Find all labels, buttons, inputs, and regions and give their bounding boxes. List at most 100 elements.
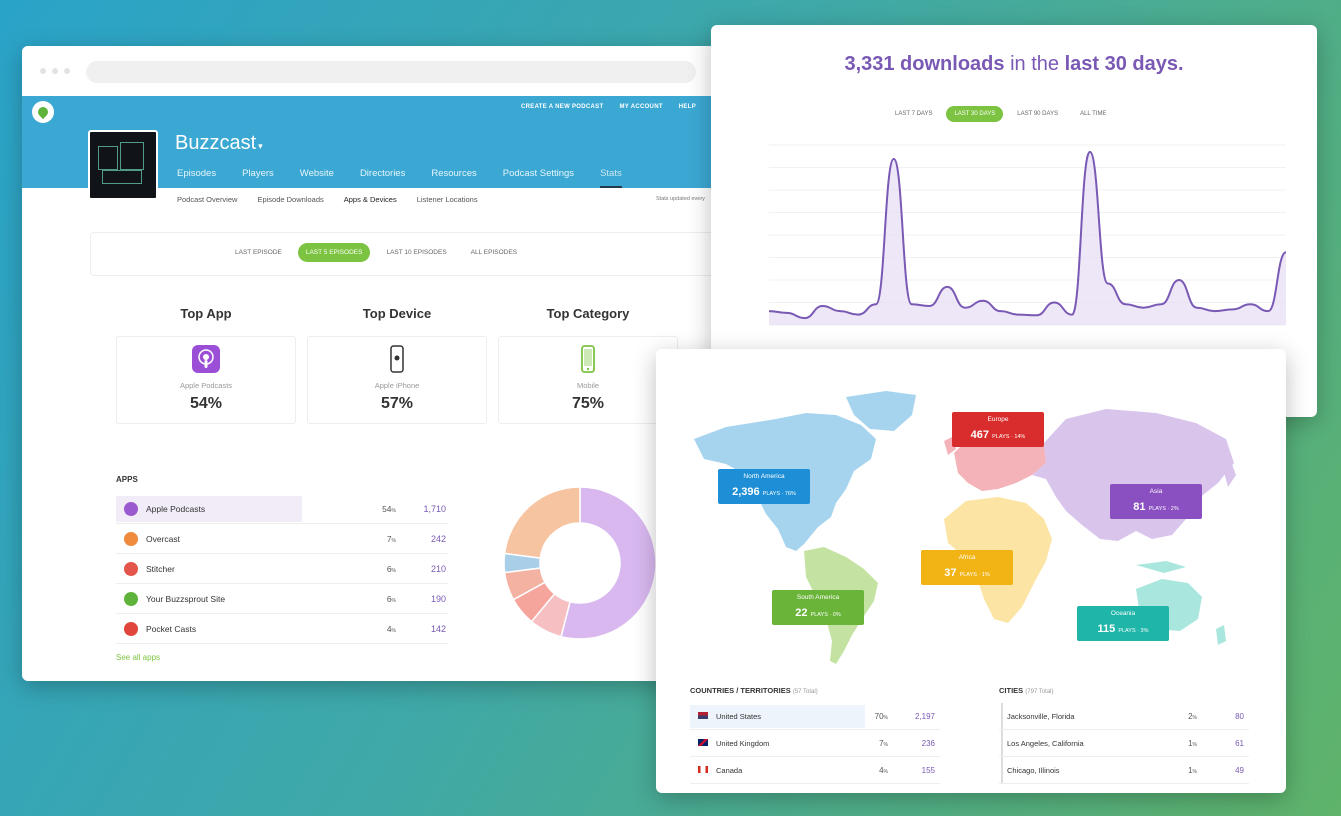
downloads-point[interactable]: [820, 304, 824, 308]
table-row[interactable]: Los Angeles, California 1% 61: [999, 730, 1249, 757]
subnav-podcast-overview[interactable]: Podcast Overview: [177, 195, 238, 204]
buzzsprout-logo-icon[interactable]: [32, 101, 54, 123]
table-row[interactable]: United States 70% 2,197: [690, 703, 940, 730]
app-name: Pocket Casts: [146, 624, 197, 634]
region-south-america[interactable]: South America 22 PLAYS · 0%: [772, 590, 864, 625]
podcast-title-dropdown[interactable]: Buzzcast ▾: [175, 132, 263, 155]
row-name: Canada: [716, 766, 743, 775]
range-last-7-days[interactable]: LAST 7 DAYS: [895, 111, 933, 117]
range-last-30-days[interactable]: LAST 30 DAYS: [946, 106, 1004, 122]
apps-table: Apple Podcasts 54% 1,710 Overcast 7% 242 Stitc…: [116, 494, 448, 644]
downloads-point[interactable]: [1141, 306, 1145, 310]
app-row[interactable]: Stitcher 6% 210: [116, 554, 448, 584]
downloads-point[interactable]: [945, 285, 949, 289]
my-account-link[interactable]: MY ACCOUNT: [619, 104, 663, 110]
nav-episodes[interactable]: Episodes: [177, 168, 217, 179]
app-row[interactable]: Pocket Casts 4% 142: [116, 614, 448, 644]
cities-table: Jacksonville, Florida 2% 80 Los Angeles, Ca…: [999, 703, 1249, 784]
app-percent: 6%: [386, 594, 396, 604]
downloads-point[interactable]: [999, 309, 1003, 313]
app-row[interactable]: Your Buzzsprout Site 6% 190: [116, 584, 448, 614]
top-device-value: 57%: [380, 395, 414, 412]
downloads-point[interactable]: [1231, 307, 1235, 311]
nav-resources[interactable]: Resources: [431, 168, 477, 179]
range-all-time[interactable]: ALL TIME: [1080, 111, 1107, 117]
region-oceania[interactable]: Oceania 115 PLAYS · 3%: [1077, 606, 1169, 641]
filter-all-episodes[interactable]: ALL EPISODES: [470, 249, 518, 256]
downloads-point[interactable]: [1248, 302, 1252, 306]
region-asia[interactable]: Asia 81 PLAYS · 2%: [1110, 484, 1202, 519]
nav-directories[interactable]: Directories: [359, 168, 406, 179]
downloads-point[interactable]: [785, 311, 789, 315]
top-device-card: Apple iPhone 57%: [307, 336, 487, 424]
subnav-apps-devices[interactable]: Apps & Devices: [343, 195, 397, 204]
app-row[interactable]: Apple Podcasts 54% 1,710: [116, 494, 448, 524]
downloads-point[interactable]: [1284, 250, 1288, 254]
downloads-point[interactable]: [1177, 278, 1181, 282]
downloads-point[interactable]: [963, 306, 967, 310]
filter-last-10-episodes[interactable]: LAST 10 EPISODES: [386, 249, 447, 256]
range-filters: LAST 7 DAYS LAST 30 DAYS LAST 90 DAYS AL…: [887, 106, 1114, 122]
downloads-point[interactable]: [892, 157, 896, 161]
downloads-point[interactable]: [1266, 309, 1270, 313]
stats-updated-note: Stats updated every: [656, 196, 705, 202]
countries-table: United States 70% 2,197 United Kingdom 7% 236…: [690, 703, 940, 784]
downloads-point[interactable]: [767, 309, 771, 313]
downloads-point[interactable]: [1106, 281, 1110, 285]
create-podcast-link[interactable]: CREATE A NEW PODCAST: [521, 104, 604, 110]
downloads-point[interactable]: [1052, 301, 1056, 305]
help-link[interactable]: HELP: [678, 104, 696, 110]
table-row[interactable]: Jacksonville, Florida 2% 80: [999, 703, 1249, 730]
app-count: 190: [430, 594, 446, 604]
top-app-heading: Top App: [180, 306, 232, 321]
filter-last-episode[interactable]: LAST EPISODE: [235, 249, 282, 256]
downloads-point[interactable]: [1124, 302, 1128, 306]
downloads-point[interactable]: [1195, 306, 1199, 310]
nav-stats[interactable]: Stats: [600, 168, 622, 188]
subnav-episode-downloads[interactable]: Episode Downloads: [257, 195, 324, 204]
address-bar[interactable]: [86, 61, 696, 83]
region-africa[interactable]: Africa 37 PLAYS · 1%: [921, 550, 1013, 585]
phone-icon: [390, 345, 404, 373]
downloads-point[interactable]: [856, 313, 860, 317]
top-category-name: Mobile: [576, 381, 600, 390]
listener-map-window: North America 2,396 PLAYS · 76% Europe 4…: [656, 349, 1286, 793]
flag-icon: [698, 766, 708, 773]
downloads-point[interactable]: [874, 302, 878, 306]
app-count: 242: [430, 534, 446, 544]
nav-players[interactable]: Players: [242, 168, 274, 179]
downloads-point[interactable]: [1088, 150, 1092, 154]
table-row[interactable]: Canada 4% 155: [690, 757, 940, 784]
downloads-point[interactable]: [838, 309, 842, 313]
app-name: Overcast: [146, 534, 181, 544]
downloads-point[interactable]: [1213, 309, 1217, 313]
downloads-point[interactable]: [1159, 302, 1163, 306]
range-last-90-days[interactable]: LAST 90 DAYS: [1017, 111, 1059, 117]
table-row[interactable]: Chicago, Illinois 1% 49: [999, 757, 1249, 784]
downloads-point[interactable]: [981, 299, 985, 303]
row-count: 49: [1235, 766, 1244, 775]
downloads-point[interactable]: [803, 316, 807, 320]
downloads-point[interactable]: [910, 302, 914, 306]
main-nav: Episodes Players Website Directories Res…: [177, 168, 622, 188]
table-row[interactable]: United Kingdom 7% 236: [690, 730, 940, 757]
region-europe[interactable]: Europe 467 PLAYS · 14%: [952, 412, 1044, 447]
downloads-point[interactable]: [1034, 313, 1038, 317]
podcast-title: Buzzcast: [175, 132, 257, 154]
filter-last-5-episodes[interactable]: LAST 5 EPISODES: [297, 243, 371, 262]
row-count: 80: [1235, 712, 1244, 721]
downloads-point[interactable]: [927, 304, 931, 308]
nav-website[interactable]: Website: [299, 168, 334, 179]
row-name: United Kingdom: [716, 739, 770, 748]
map-new-zealand: [1216, 625, 1226, 645]
downloads-point[interactable]: [1017, 313, 1021, 317]
see-all-apps-link[interactable]: See all apps: [116, 653, 161, 662]
app-row[interactable]: Overcast 7% 242: [116, 524, 448, 554]
region-north-america[interactable]: North America 2,396 PLAYS · 76%: [718, 469, 810, 504]
nav-podcast-settings[interactable]: Podcast Settings: [502, 168, 575, 179]
downloads-point[interactable]: [1070, 313, 1074, 317]
downloads-count: 3,331 downloads: [844, 53, 1005, 75]
subnav-listener-locations[interactable]: Listener Locations: [416, 195, 478, 204]
sub-nav: Podcast Overview Episode Downloads Apps …: [177, 195, 478, 204]
app-name: Stitcher: [146, 564, 175, 574]
